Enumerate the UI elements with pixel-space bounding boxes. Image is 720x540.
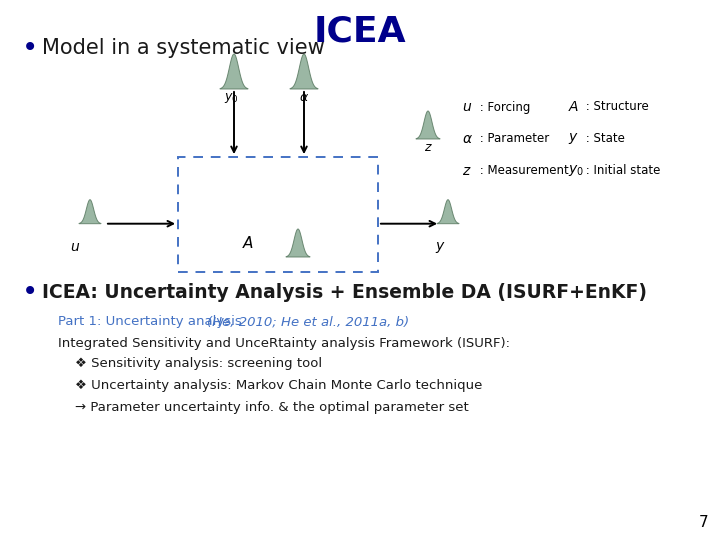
Polygon shape bbox=[79, 200, 101, 224]
Text: $A$: $A$ bbox=[568, 100, 580, 114]
Text: Integrated Sensitivity and UnceRtainty analysis Framework (ISURF):: Integrated Sensitivity and UnceRtainty a… bbox=[58, 338, 510, 350]
Text: ❖ Uncertainty analysis: Markov Chain Monte Carlo technique: ❖ Uncertainty analysis: Markov Chain Mon… bbox=[75, 380, 482, 393]
Text: → Parameter uncertainty info. & the optimal parameter set: → Parameter uncertainty info. & the opti… bbox=[75, 402, 469, 415]
Text: Model in a systematic view: Model in a systematic view bbox=[42, 38, 325, 58]
Text: ICEA: ICEA bbox=[314, 15, 406, 49]
Text: $y_0$: $y_0$ bbox=[568, 164, 584, 179]
Text: $u$: $u$ bbox=[70, 240, 80, 254]
Polygon shape bbox=[437, 200, 459, 224]
Polygon shape bbox=[290, 54, 318, 89]
Text: $A$: $A$ bbox=[242, 235, 254, 251]
Text: : Forcing: : Forcing bbox=[476, 100, 541, 113]
Text: $\alpha$: $\alpha$ bbox=[462, 132, 473, 146]
Polygon shape bbox=[220, 54, 248, 89]
Text: (He, 2010; He et al., 2011a, b): (He, 2010; He et al., 2011a, b) bbox=[207, 315, 410, 328]
Text: 7: 7 bbox=[698, 515, 708, 530]
Text: $z$: $z$ bbox=[423, 141, 433, 154]
Text: ICEA: Uncertainty Analysis + Ensemble DA (ISURF+EnKF): ICEA: Uncertainty Analysis + Ensemble DA… bbox=[42, 282, 647, 301]
Text: $y_0$: $y_0$ bbox=[224, 91, 238, 105]
Polygon shape bbox=[416, 111, 440, 139]
Text: $z$: $z$ bbox=[462, 164, 472, 178]
Text: •: • bbox=[22, 34, 38, 62]
Text: $\alpha$: $\alpha$ bbox=[299, 91, 309, 104]
Text: $y$: $y$ bbox=[568, 132, 579, 146]
Text: : Measurement: : Measurement bbox=[476, 165, 580, 178]
Text: Part 1: Uncertainty analysis: Part 1: Uncertainty analysis bbox=[58, 315, 246, 328]
Bar bbox=[178, 157, 378, 272]
Text: ❖ Sensitivity analysis: screening tool: ❖ Sensitivity analysis: screening tool bbox=[75, 357, 322, 370]
Text: $y$: $y$ bbox=[435, 240, 446, 255]
Text: $u$: $u$ bbox=[462, 100, 472, 114]
Text: : Structure: : Structure bbox=[582, 100, 649, 113]
Text: : Initial state: : Initial state bbox=[582, 165, 660, 178]
Polygon shape bbox=[286, 229, 310, 257]
Text: : Parameter: : Parameter bbox=[476, 132, 560, 145]
Text: •: • bbox=[22, 278, 38, 306]
Text: : State: : State bbox=[582, 132, 625, 145]
